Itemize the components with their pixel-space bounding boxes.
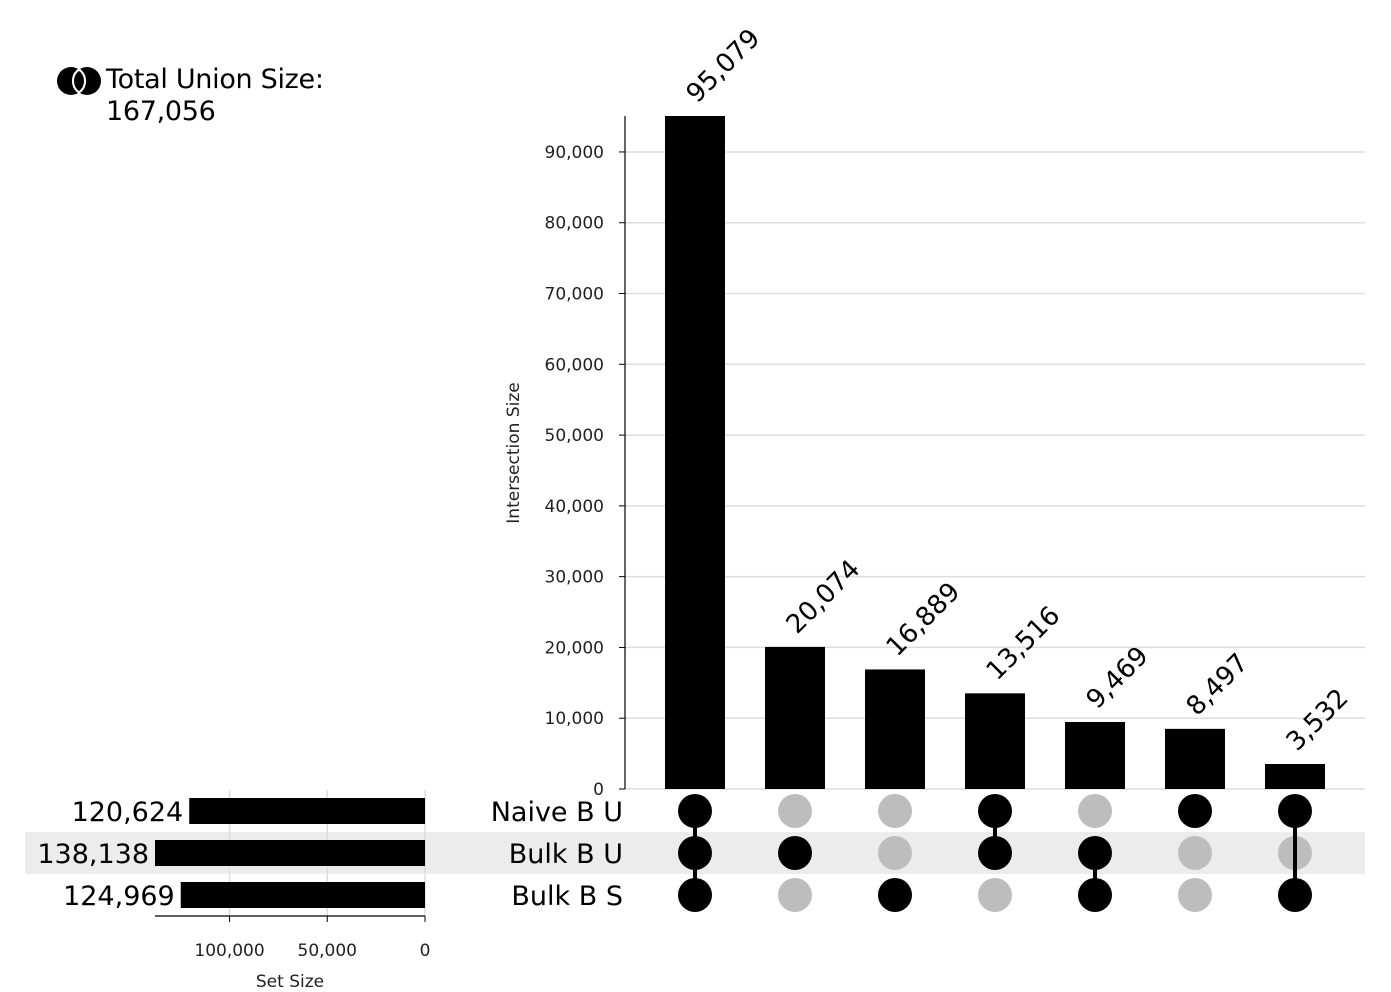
y-tick-label: 80,000 — [545, 214, 604, 234]
matrix-dot-inactive — [778, 878, 812, 912]
total-union: Total Union Size: 167,056 — [56, 64, 324, 128]
matrix-dot-inactive — [1078, 794, 1112, 828]
matrix-dot-inactive — [1178, 878, 1212, 912]
set-axis-tick-label: 0 — [420, 941, 431, 961]
set-label: Bulk B S — [511, 881, 623, 912]
intersection-bar-label: 20,074 — [781, 554, 867, 640]
intersection-bars — [665, 116, 1325, 789]
set-size-bar[interactable] — [180, 882, 425, 908]
intersection-bar-label: 16,889 — [881, 577, 967, 663]
union-value: 167,056 — [106, 96, 216, 127]
set-size-bar[interactable] — [155, 840, 425, 866]
intersection-bar[interactable] — [765, 646, 825, 789]
matrix-dot-active — [878, 878, 912, 912]
set-size-bar[interactable] — [189, 798, 425, 824]
union-text: Total Union Size: 167,056 — [106, 64, 324, 128]
set-size-label: 124,969 — [63, 881, 175, 912]
matrix-dot-inactive — [1178, 836, 1212, 870]
set-size-label: 138,138 — [37, 839, 149, 870]
intersection-bar[interactable] — [865, 669, 925, 789]
set-size-axis: 100,000 50,000 0 — [155, 915, 431, 961]
y-tick-label: 20,000 — [545, 638, 604, 658]
set-label: Naive B U — [491, 797, 623, 828]
intersection-bar-label: 95,079 — [681, 23, 767, 109]
y-axis: 0 10,000 20,000 30,000 40,000 50,000 60,000 70,… — [545, 116, 626, 800]
intersection-bar-label: 8,497 — [1181, 648, 1255, 722]
y-tick-label: 70,000 — [545, 285, 604, 305]
set-size-label: 120,624 — [72, 797, 184, 828]
intersection-bar[interactable] — [1265, 763, 1325, 789]
y-tick-label: 60,000 — [545, 355, 604, 375]
intersection-bar-label: 13,516 — [981, 601, 1067, 687]
matrix-dot-active — [778, 836, 812, 870]
set-size-axis-title: Set Size — [256, 972, 324, 992]
matrix-dot-inactive — [878, 836, 912, 870]
intersection-bar[interactable] — [1165, 728, 1225, 789]
set-labels: Naive B U Bulk B U Bulk B S — [491, 797, 623, 912]
y-tick-label: 10,000 — [545, 709, 604, 729]
intersection-bar-label: 9,469 — [1081, 641, 1155, 715]
gridlines — [625, 151, 1365, 790]
matrix-dot-inactive — [878, 794, 912, 828]
y-tick-label: 40,000 — [545, 497, 604, 517]
set-label: Bulk B U — [509, 839, 623, 870]
set-axis-tick-label: 50,000 — [298, 941, 357, 961]
intersection-bar-label: 3,532 — [1281, 683, 1355, 757]
matrix-dot-inactive — [778, 794, 812, 828]
y-tick-label: 90,000 — [545, 143, 604, 163]
intersection-bar[interactable] — [965, 693, 1025, 789]
set-axis-tick-label: 100,000 — [194, 941, 264, 961]
union-label: Total Union Size: — [106, 64, 324, 95]
membership-matrix — [678, 794, 1312, 912]
intersection-bar[interactable] — [665, 116, 725, 789]
y-tick-label: 50,000 — [545, 426, 604, 446]
intersection-bar[interactable] — [1065, 721, 1125, 789]
y-tick-label: 30,000 — [545, 568, 604, 588]
matrix-dot-active — [1178, 794, 1212, 828]
y-tick-label: 0 — [593, 780, 604, 800]
matrix-dot-inactive — [978, 878, 1012, 912]
venn-union-icon — [57, 67, 101, 95]
set-size-bars: 120,624 138,138 124,969 — [37, 797, 425, 912]
y-axis-title: Intersection Size — [504, 382, 524, 523]
